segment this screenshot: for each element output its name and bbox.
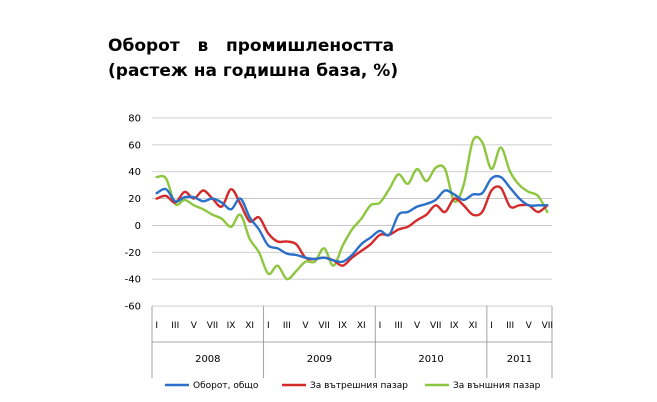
chart-title: Оборот в промишлеността (растеж на годиш…: [108, 34, 398, 84]
y-tick-label: 20: [128, 194, 141, 205]
legend-label-1: Оборот, общо: [193, 381, 259, 391]
month-tick-label: I: [379, 321, 382, 331]
month-tick-label: V: [414, 321, 421, 331]
month-tick-label: V: [191, 321, 198, 331]
month-tick-label: VII: [318, 321, 329, 331]
year-label-2009: 2009: [307, 354, 332, 365]
y-tick-label: 60: [128, 140, 141, 151]
year-label-2011: 2011: [507, 354, 532, 365]
y-tick-label: -40: [125, 275, 141, 286]
month-tick-label: I: [267, 321, 270, 331]
month-tick-label: XI: [469, 321, 478, 331]
month-tick-label: III: [395, 321, 403, 331]
month-tick-label: XI: [357, 321, 366, 331]
month-tick-label: VII: [430, 321, 441, 331]
year-label-2010: 2010: [418, 354, 443, 365]
month-tick-label: V: [526, 321, 533, 331]
legend-label-3: За външния пазар: [453, 381, 541, 391]
y-tick-label: 80: [128, 114, 141, 125]
y-tick-label: -60: [125, 302, 141, 313]
month-tick-label: IX: [227, 321, 236, 331]
month-tick-label: I: [155, 321, 158, 331]
month-tick-label: III: [506, 321, 514, 331]
y-tick-label: -20: [125, 248, 141, 259]
series-line-3: [155, 135, 549, 281]
series-line-2: [155, 185, 549, 267]
chart-title-line1: Оборот в промишлеността: [108, 36, 395, 56]
chart-title-line2: (растеж на годишна база, %): [108, 61, 399, 81]
month-tick-label: III: [283, 321, 291, 331]
month-tick-label: IX: [450, 321, 459, 331]
y-tick-label: 0: [135, 221, 141, 232]
series-line-1: [155, 174, 549, 264]
month-tick-label: IX: [338, 321, 347, 331]
month-tick-label: I: [490, 321, 493, 331]
year-label-2008: 2008: [195, 354, 220, 365]
legend-label-2: За вътрешния пазар: [310, 381, 408, 391]
y-tick-label: 40: [128, 167, 141, 178]
month-tick-label: XI: [245, 321, 254, 331]
month-tick-label: VII: [207, 321, 218, 331]
month-tick-label: III: [171, 321, 179, 331]
month-tick-label: VII: [542, 321, 553, 331]
month-tick-label: V: [302, 321, 309, 331]
